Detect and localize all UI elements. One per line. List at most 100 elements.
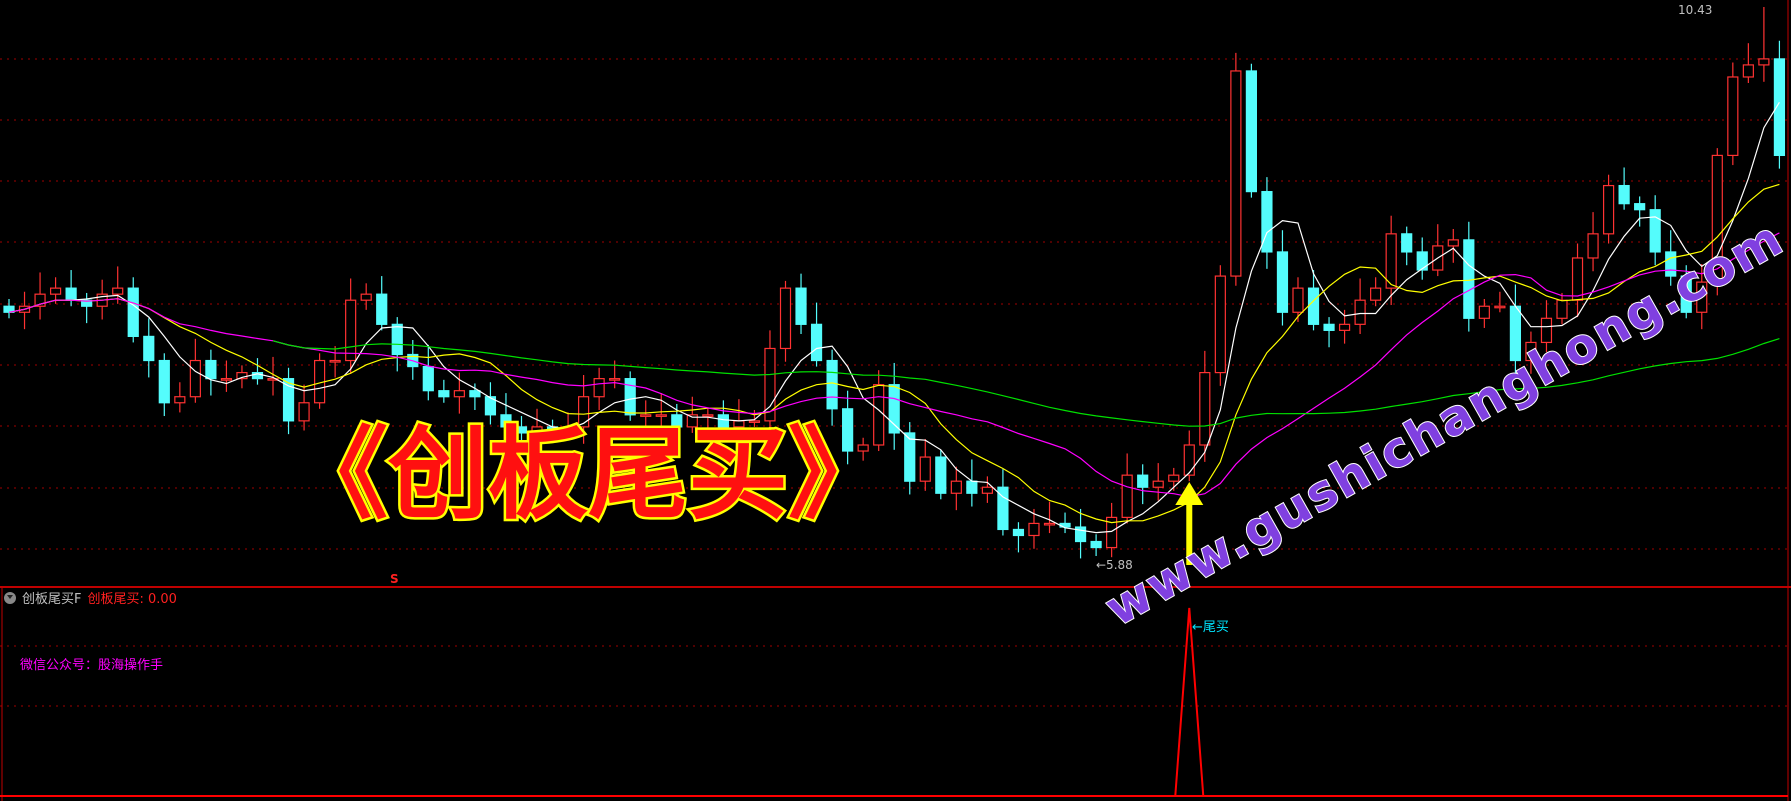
candle-down [671, 414, 683, 428]
candle-up [236, 371, 248, 380]
candle-up [1742, 64, 1754, 78]
candle-down [438, 390, 450, 398]
candle-up [453, 390, 465, 398]
candle-up [34, 293, 46, 307]
candle-up [1602, 184, 1615, 235]
candle-down [1634, 203, 1646, 211]
indicator-name[interactable]: 创板尾买F [22, 592, 82, 607]
candle-up [562, 426, 574, 434]
candle-up [267, 378, 279, 381]
candle-up [1043, 522, 1056, 526]
candle-up [360, 293, 372, 301]
candle-down [1307, 287, 1320, 325]
candle-up [1758, 58, 1770, 66]
signal-label: ←尾买 [1192, 620, 1229, 635]
candle-up [1168, 474, 1180, 482]
candle-up [1214, 275, 1226, 374]
candle-up [655, 414, 667, 417]
candle-up [112, 287, 124, 295]
signal-spike [1174, 607, 1205, 797]
candle-up [640, 414, 652, 417]
indicator-value: 创板尾买: 0.00 [87, 592, 177, 607]
candle-up [748, 420, 761, 423]
candle-down [904, 432, 916, 482]
candle-down [1416, 251, 1428, 271]
candle-down [515, 426, 528, 434]
candle-down [1245, 70, 1258, 193]
candle-down [842, 408, 854, 452]
overlay-title: 《创板尾买》 [286, 416, 891, 533]
candle-down [826, 359, 838, 410]
candle-down [888, 384, 900, 434]
candle-down [1463, 239, 1475, 319]
candle-up [779, 287, 792, 350]
candle-up [1385, 233, 1397, 289]
candle-up [1292, 287, 1304, 313]
candle-down [1649, 209, 1661, 253]
candle-up [702, 414, 714, 417]
candle-up [1028, 522, 1040, 537]
ma10-line [8, 183, 1780, 524]
ma5-line [8, 101, 1780, 534]
candle-up [174, 396, 186, 404]
candle-down [1323, 323, 1335, 331]
ma60-line [272, 338, 1780, 427]
candle-down [469, 390, 481, 398]
low-price-label: ←5.88 [1096, 558, 1133, 572]
s-marker: S [390, 572, 399, 586]
candle-up [578, 396, 590, 428]
candle-down [282, 378, 295, 422]
wechat-text: 微信公众号：股海操作手 [20, 658, 164, 673]
candle-down [1090, 540, 1102, 549]
candle-up [1494, 305, 1506, 309]
candle-up [1478, 305, 1490, 319]
candle-up [1571, 257, 1584, 301]
candle-up [1447, 239, 1459, 247]
candle-up [345, 299, 357, 362]
candle-up [1711, 154, 1723, 283]
candle-up [1696, 281, 1708, 313]
candle-down [1618, 184, 1630, 205]
candle-down [1401, 233, 1413, 253]
candle-up [189, 359, 201, 398]
candle-down [376, 293, 388, 325]
candle-down [391, 323, 403, 356]
candle-down [484, 396, 497, 416]
candle-down [795, 287, 807, 325]
candle-up [764, 347, 776, 422]
candle-down [1276, 251, 1289, 313]
high-price-label: 10.43 [1678, 3, 1713, 17]
candle-down [935, 456, 947, 494]
candle-down [997, 486, 1009, 531]
candle-up [609, 378, 621, 381]
candle-up [919, 456, 931, 482]
indicator-header: 创板尾买F 创板尾买: 0.00 [4, 588, 177, 607]
candle-down [65, 287, 77, 301]
candle-down [966, 480, 978, 494]
candle-up [1121, 474, 1133, 518]
candle-up [49, 287, 62, 295]
candle-down [1137, 474, 1149, 488]
candle-up [1525, 341, 1537, 362]
candle-down [251, 371, 264, 380]
candle-up [1354, 299, 1366, 325]
collapse-icon[interactable] [4, 591, 16, 604]
candle-up [1106, 516, 1118, 549]
candle-down [624, 378, 636, 416]
candle-down [143, 335, 155, 362]
candle-down [500, 414, 512, 428]
candle-up [981, 486, 993, 494]
candle-down [158, 359, 170, 404]
candle-up [593, 378, 605, 398]
candle-down [127, 287, 139, 337]
candle-up [531, 426, 543, 434]
candle-down [1261, 191, 1273, 253]
candle-down [205, 359, 217, 380]
candle-down [1665, 251, 1677, 277]
candle-up [298, 402, 310, 422]
candle-down [1773, 58, 1786, 157]
candle-down [422, 365, 434, 392]
candle-up [1370, 287, 1382, 301]
candle-up [1587, 233, 1599, 259]
